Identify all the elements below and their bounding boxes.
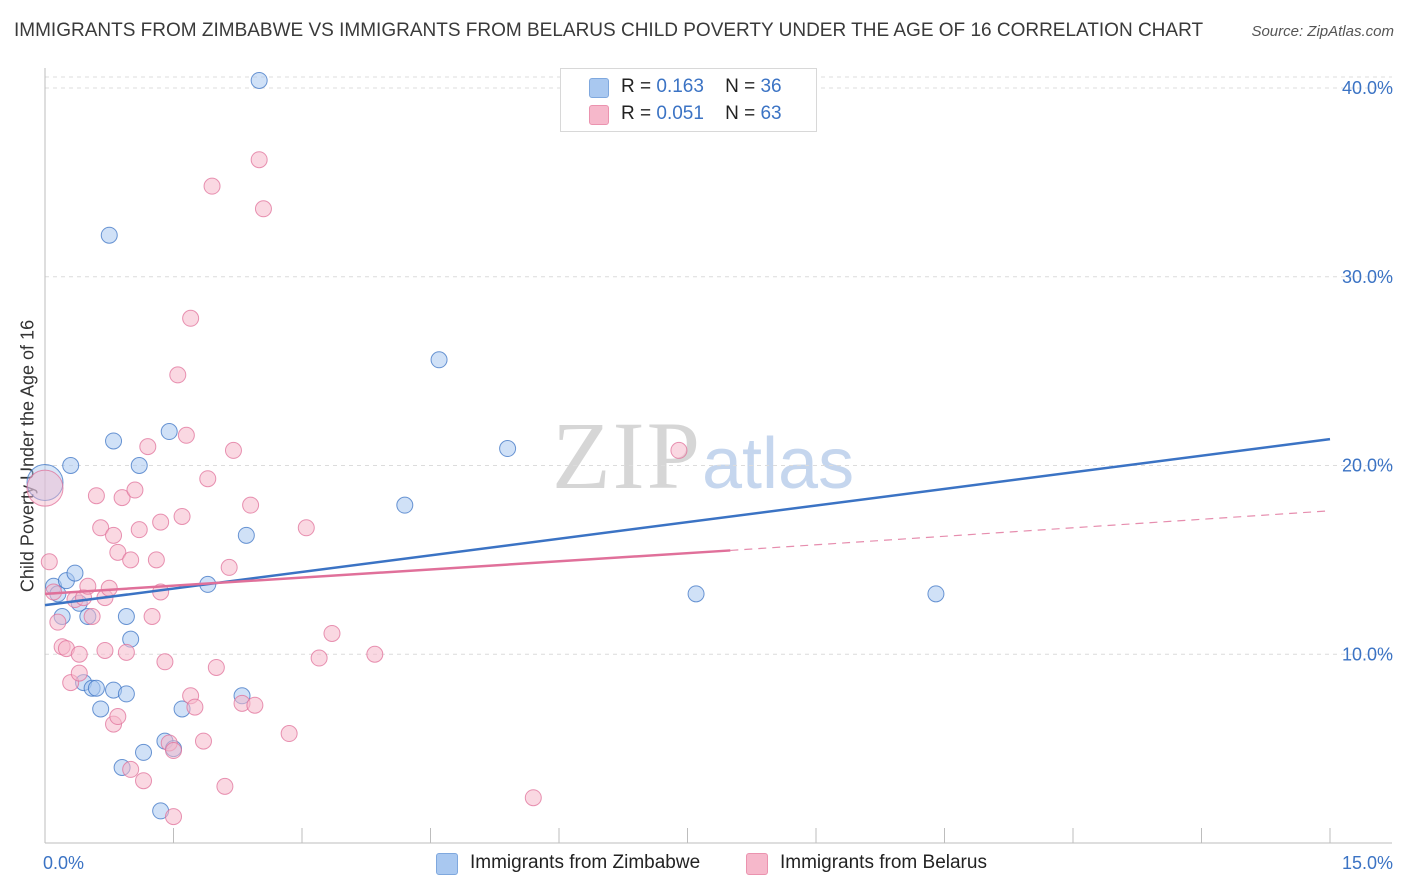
data-point-belarus bbox=[242, 496, 260, 514]
data-point-zimbabwe bbox=[927, 585, 945, 603]
trendline-belarus bbox=[44, 549, 731, 596]
data-point-belarus bbox=[182, 309, 200, 327]
data-point-belarus bbox=[105, 526, 123, 544]
data-point-belarus bbox=[96, 641, 114, 659]
data-point-belarus bbox=[87, 487, 105, 505]
data-point-zimbabwe bbox=[105, 432, 123, 450]
data-point-belarus bbox=[165, 742, 182, 760]
y-tick-label: 40.0% bbox=[1342, 78, 1393, 98]
data-point-belarus bbox=[203, 177, 221, 195]
data-point-belarus bbox=[92, 519, 110, 537]
data-point-zimbabwe bbox=[687, 585, 705, 603]
y-tick-label: 30.0% bbox=[1342, 267, 1393, 287]
y-tick-label: 10.0% bbox=[1342, 644, 1393, 664]
legend-r-value: 0.163 bbox=[656, 76, 704, 97]
data-point-zimbabwe bbox=[66, 564, 84, 582]
data-point-belarus bbox=[143, 608, 161, 625]
data-point-belarus bbox=[70, 645, 88, 663]
legend-swatch-belarus bbox=[589, 105, 609, 125]
data-point-belarus bbox=[109, 708, 127, 726]
data-point-belarus bbox=[156, 653, 174, 671]
data-point-belarus bbox=[199, 470, 217, 488]
legend-text-zimbabwe: R = 0.163 N = 36 bbox=[621, 76, 782, 98]
data-point-belarus bbox=[173, 507, 191, 525]
data-point-belarus bbox=[70, 664, 88, 682]
bottom-legend-label-belarus: Immigrants from Belarus bbox=[780, 852, 987, 873]
data-point-belarus bbox=[323, 624, 341, 642]
data-point-belarus bbox=[177, 426, 195, 444]
trendline-belarus-extension bbox=[730, 510, 1331, 552]
data-point-zimbabwe bbox=[62, 457, 80, 474]
data-point-zimbabwe bbox=[430, 351, 448, 369]
data-point-zimbabwe bbox=[92, 700, 110, 718]
legend-text-belarus: R = 0.051 N = 63 bbox=[621, 103, 782, 125]
data-point-belarus bbox=[297, 519, 315, 537]
data-point-belarus bbox=[224, 441, 242, 459]
x-tick-label: 0.0% bbox=[43, 853, 84, 873]
data-point-belarus bbox=[109, 543, 127, 561]
legend-n-label: N = bbox=[725, 103, 756, 124]
data-point-zimbabwe bbox=[499, 440, 517, 458]
data-point-belarus bbox=[117, 643, 135, 661]
data-point-belarus bbox=[670, 441, 688, 459]
data-point-belarus bbox=[122, 551, 140, 569]
watermark: ZIPatlas bbox=[552, 400, 854, 511]
source-label: Source: ZipAtlas.com bbox=[1251, 23, 1394, 40]
data-point-belarus bbox=[207, 658, 225, 676]
data-point-belarus bbox=[246, 696, 264, 714]
data-point-belarus bbox=[524, 789, 542, 807]
data-point-zimbabwe bbox=[117, 685, 135, 703]
data-point-zimbabwe bbox=[250, 71, 268, 89]
data-point-zimbabwe bbox=[87, 679, 105, 697]
data-point-zimbabwe bbox=[100, 226, 118, 244]
watermark-atlas: atlas bbox=[702, 424, 855, 504]
bottom-legend-swatch-belarus bbox=[746, 853, 768, 875]
data-point-belarus bbox=[165, 808, 182, 826]
legend-r-label: R = bbox=[621, 103, 652, 124]
data-point-belarus bbox=[26, 469, 64, 507]
data-point-belarus bbox=[49, 613, 67, 631]
data-point-belarus bbox=[139, 438, 157, 456]
correlation-legend: R = 0.163 N = 36 R = 0.051 N = 63 bbox=[560, 68, 817, 132]
data-point-belarus bbox=[280, 725, 298, 743]
data-point-belarus bbox=[130, 521, 148, 539]
data-point-belarus bbox=[83, 608, 101, 625]
data-point-zimbabwe bbox=[160, 423, 178, 441]
data-point-belarus bbox=[126, 481, 144, 499]
legend-r-label: R = bbox=[621, 76, 652, 97]
data-point-belarus bbox=[254, 200, 272, 218]
data-point-belarus bbox=[250, 151, 268, 169]
y-tick-label: 20.0% bbox=[1342, 456, 1393, 476]
data-point-belarus bbox=[220, 558, 238, 576]
legend-n-value: 63 bbox=[760, 103, 782, 124]
trendline-zimbabwe bbox=[44, 437, 1331, 607]
x-tick-label: 15.0% bbox=[1342, 853, 1393, 873]
data-point-zimbabwe bbox=[237, 526, 255, 544]
data-point-belarus bbox=[40, 553, 58, 571]
data-point-belarus bbox=[147, 551, 165, 569]
data-point-belarus bbox=[310, 649, 328, 667]
bottom-legend-label-zimbabwe: Immigrants from Zimbabwe bbox=[470, 852, 701, 873]
data-point-belarus bbox=[135, 772, 153, 790]
data-point-zimbabwe bbox=[135, 743, 153, 761]
legend-swatch-zimbabwe bbox=[589, 78, 609, 98]
data-point-belarus bbox=[113, 489, 131, 507]
data-point-belarus bbox=[366, 645, 384, 663]
data-point-belarus bbox=[122, 760, 140, 778]
chart-title: IMMIGRANTS FROM ZIMBABWE VS IMMIGRANTS F… bbox=[14, 20, 1204, 41]
data-point-zimbabwe bbox=[117, 608, 135, 625]
data-point-belarus bbox=[194, 732, 212, 750]
data-point-belarus bbox=[186, 698, 204, 716]
data-point-belarus bbox=[152, 513, 170, 531]
data-point-zimbabwe bbox=[396, 496, 414, 514]
data-point-zimbabwe bbox=[130, 457, 148, 474]
data-point-zimbabwe bbox=[26, 463, 64, 501]
data-point-belarus bbox=[169, 366, 187, 384]
legend-r-value: 0.051 bbox=[656, 103, 704, 124]
data-point-belarus bbox=[216, 777, 234, 795]
legend-n-label: N = bbox=[725, 76, 756, 97]
legend-n-value: 36 bbox=[760, 76, 782, 97]
bottom-legend-swatch-zimbabwe bbox=[436, 853, 458, 875]
